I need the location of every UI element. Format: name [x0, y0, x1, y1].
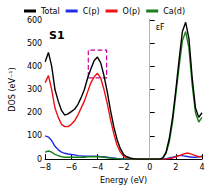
svg-text:500: 500 [27, 39, 42, 48]
svg-text:−8: −8 [39, 163, 51, 172]
svg-text:S1: S1 [49, 29, 65, 42]
svg-text:2: 2 [173, 163, 178, 172]
svg-text:300: 300 [27, 85, 42, 94]
svg-text:Ca(d): Ca(d) [163, 7, 185, 16]
svg-text:−6: −6 [65, 163, 77, 172]
svg-text:400: 400 [27, 62, 42, 71]
svg-text:−4: −4 [92, 163, 104, 172]
svg-text:Total: Total [40, 7, 60, 16]
svg-text:200: 200 [27, 108, 42, 117]
svg-text:−2: −2 [118, 163, 130, 172]
svg-text:O(p): O(p) [123, 7, 141, 16]
svg-text:DOS (eV⁻¹): DOS (eV⁻¹) [8, 67, 17, 111]
svg-text:100: 100 [27, 131, 42, 140]
svg-text:Energy (eV): Energy (eV) [100, 176, 147, 185]
svg-text:C(p): C(p) [83, 7, 100, 16]
svg-text:0: 0 [147, 163, 152, 172]
svg-text:4: 4 [199, 163, 204, 172]
svg-text:εF: εF [156, 23, 165, 32]
svg-text:0: 0 [37, 154, 43, 164]
svg-text:600: 600 [27, 16, 42, 25]
